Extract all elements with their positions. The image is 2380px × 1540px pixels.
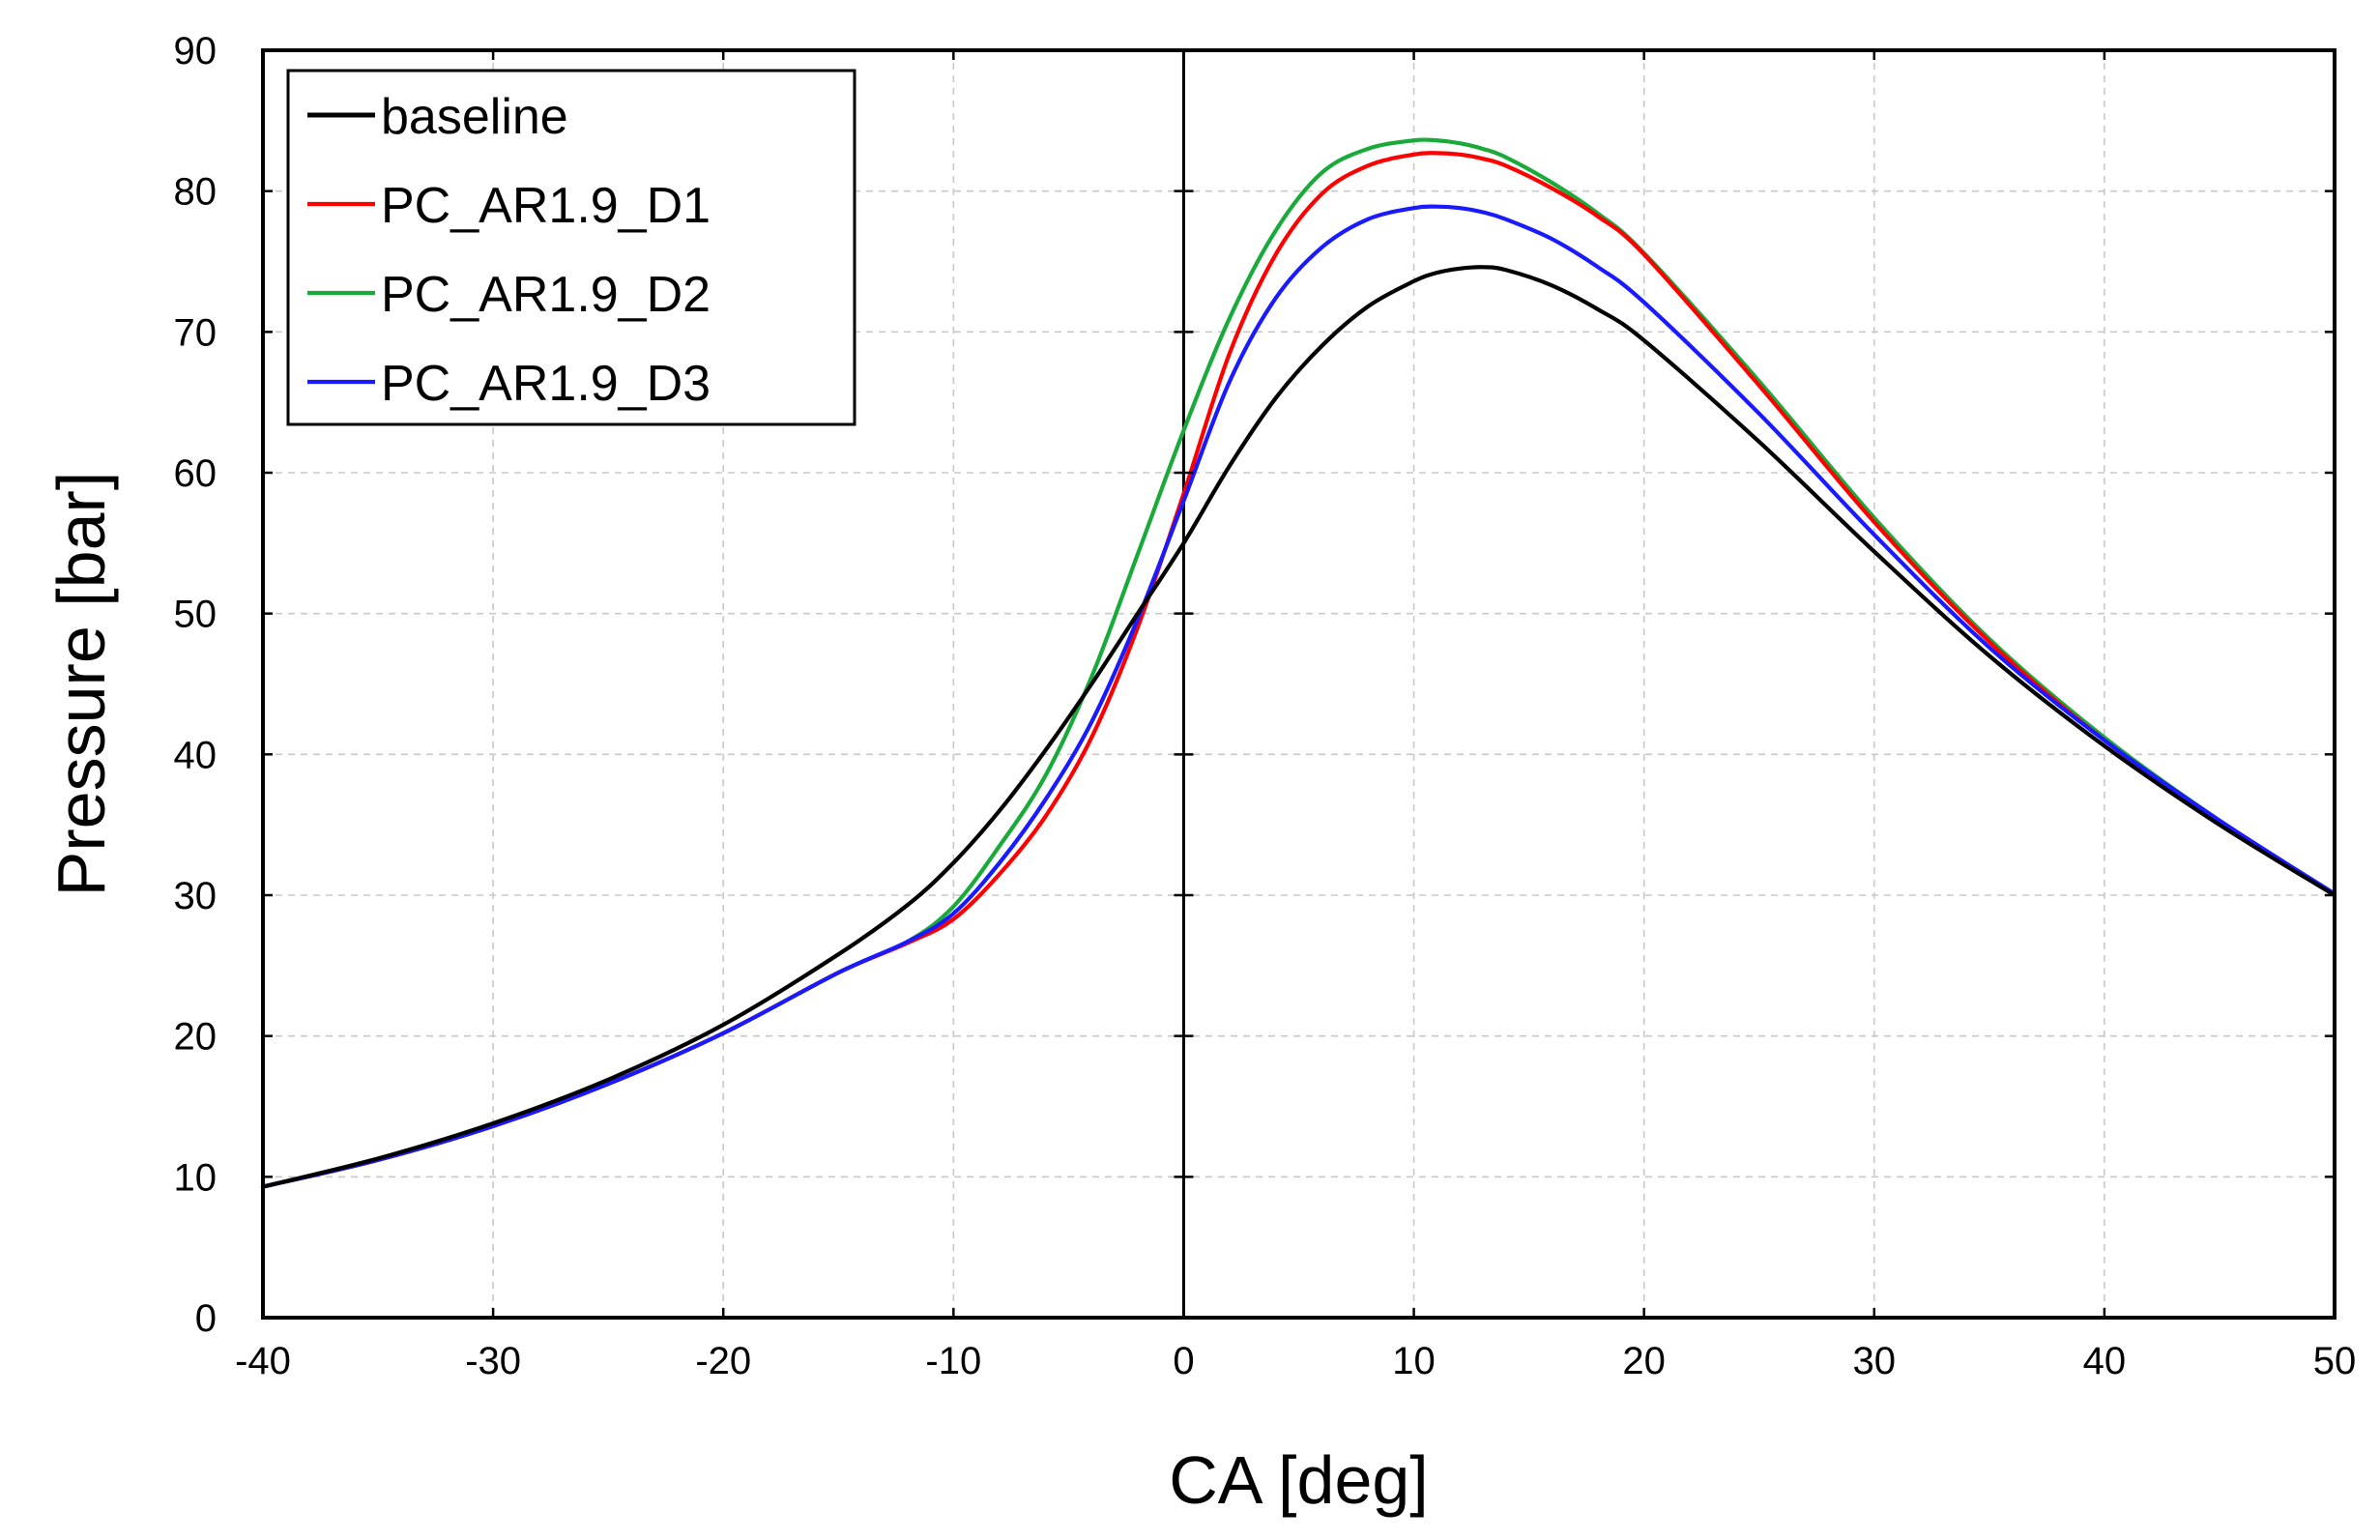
y-tick-label: 10	[174, 1156, 218, 1199]
x-tick-labels: -40 -30 -20 -10 0 10 20 30 40 50	[235, 1340, 2356, 1382]
tick-marks	[263, 50, 2335, 1318]
x-tick-label: 50	[2313, 1340, 2357, 1382]
y-tick-label: 40	[174, 734, 218, 776]
x-tick-label: -20	[695, 1340, 751, 1382]
y-tick-label: 20	[174, 1016, 218, 1059]
legend-label: PC_AR1.9_D3	[381, 356, 711, 412]
legend-item: baseline	[307, 89, 568, 145]
legend-item: PC_AR1.9_D1	[307, 178, 711, 234]
legend-item: PC_AR1.9_D3	[307, 356, 711, 412]
y-axis-label: Pressure [bar]	[44, 472, 119, 897]
y-tick-labels: 0 10 20 30 40 50 60 70 80 90	[174, 30, 218, 1340]
legend-label: PC_AR1.9_D1	[381, 178, 711, 234]
plot-frame	[261, 48, 2336, 1320]
legend-label: PC_AR1.9_D2	[381, 267, 711, 323]
y-tick-label: 0	[195, 1297, 217, 1340]
series-lines	[260, 137, 2337, 1189]
y-tick-label: 90	[174, 30, 218, 73]
y-tick-label: 60	[174, 452, 218, 495]
x-axis-label: CA [deg]	[1169, 1442, 1429, 1518]
x-tick-label: 30	[1853, 1340, 1897, 1382]
legend-label: baseline	[381, 89, 568, 145]
series-line-baseline	[260, 265, 2337, 1189]
x-tick-label: 0	[1173, 1340, 1194, 1382]
y-tick-label: 80	[174, 171, 218, 214]
x-tick-label: 20	[1622, 1340, 1666, 1382]
x-tick-label: -40	[235, 1340, 291, 1382]
x-tick-label: -10	[925, 1340, 981, 1382]
x-tick-label: 40	[2083, 1340, 2127, 1382]
series-line-pc-ar1-9-d3	[260, 204, 2337, 1189]
x-tick-label: -30	[465, 1340, 521, 1382]
y-tick-label: 70	[174, 311, 218, 354]
x-tick-label: 10	[1392, 1340, 1436, 1382]
legend-box	[286, 69, 856, 426]
legend-item: PC_AR1.9_D2	[307, 267, 711, 323]
y-tick-label: 30	[174, 875, 218, 917]
y-tick-label: 50	[174, 594, 218, 636]
legend: baseline PC_AR1.9_D1 PC_AR1.9_D2 PC_AR1.9_D…	[286, 69, 856, 426]
legend-items: baseline PC_AR1.9_D1 PC_AR1.9_D2 PC_AR1.9_D…	[307, 89, 711, 412]
